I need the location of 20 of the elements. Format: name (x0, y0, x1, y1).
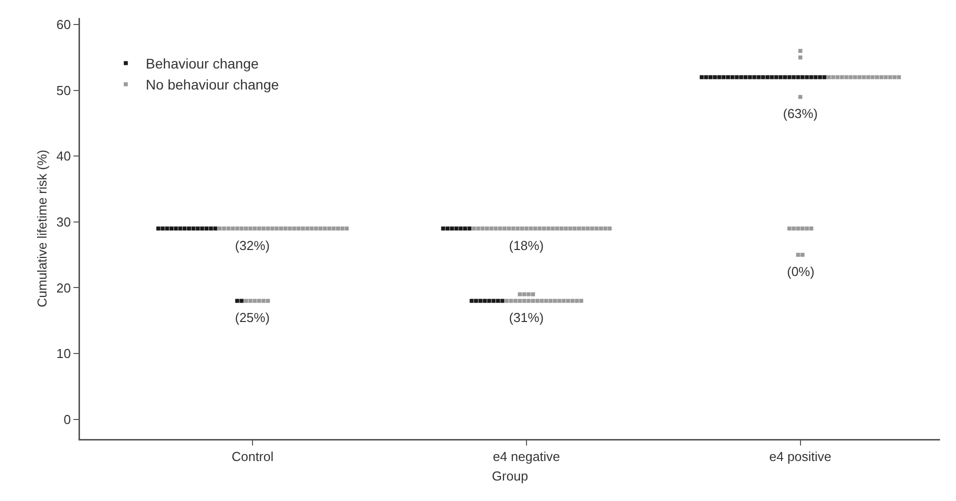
annotation: (18%) (509, 238, 544, 253)
y-tick-label: 40 (56, 148, 71, 164)
y-tick-label: 50 (56, 82, 71, 98)
x-axis-title: Group (492, 468, 528, 484)
y-tick-label: 20 (56, 280, 71, 296)
annotation: (25%) (235, 310, 270, 325)
annotation: (32%) (235, 238, 270, 253)
annotation: (31%) (509, 310, 544, 325)
y-tick-label: 10 (56, 346, 71, 362)
legend-label: No behaviour change (146, 76, 280, 93)
y-tick-label: 60 (56, 17, 71, 32)
annotation: (0%) (787, 264, 814, 279)
y-tick-label: 30 (56, 214, 71, 230)
legend-label: Behaviour change (146, 56, 259, 72)
x-tick-label: e4 negative (492, 449, 560, 464)
x-tick-label: e4 positive (769, 449, 832, 464)
y-axis-title: Cumulative lifetime risk (%) (34, 150, 50, 308)
y-tick-label: 0 (64, 412, 71, 427)
annotation: (63%) (783, 106, 818, 121)
x-tick-label: Control (232, 449, 274, 464)
